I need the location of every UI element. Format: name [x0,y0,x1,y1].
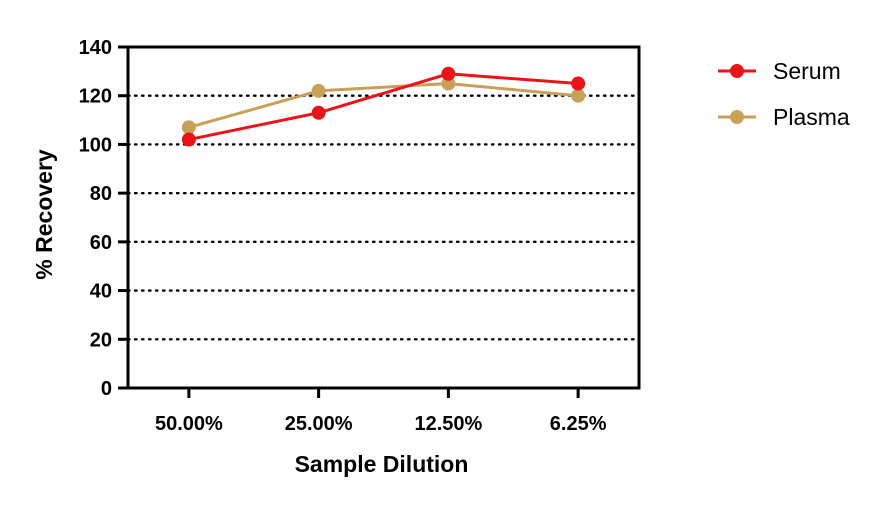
plasma-line [188,82,579,129]
legend-item-serum: Serum [718,58,841,84]
plasma-point [181,120,196,135]
x-tick-label: 6.25% [550,413,607,435]
y-tick-label: 120 [79,86,112,108]
x-tick-label: 12.50% [414,413,482,435]
plasma-point [311,83,326,98]
plasma-point [571,88,586,103]
legend-swatch-marker [730,64,744,78]
x-tick-label: 25.00% [285,413,353,435]
legend-item-plasma: Plasma [718,104,850,130]
serum-series [181,66,586,147]
y-tick-label: 20 [90,329,112,351]
y-tick-label: 40 [90,281,112,303]
serum-line [188,72,579,142]
serum-point [441,66,456,81]
serum-point [571,76,586,91]
legend-label: Plasma [773,104,850,130]
y-tick-label: 100 [79,134,112,156]
legend-swatch-marker [730,110,744,124]
plasma-series [181,76,586,135]
x-axis: 50.00% 25.00% 12.50% 6.25% [155,388,607,435]
plot-frame [126,45,641,390]
gridlines [126,94,641,341]
data-series [181,66,586,147]
legend: Serum Plasma [718,58,850,130]
x-tick-label: 50.00% [155,413,223,435]
y-tick-label: 60 [90,232,112,254]
y-axis: 0 20 40 60 80 100 120 140 [79,37,128,400]
plasma-point [441,76,456,91]
y-axis-title: % Recovery [31,149,57,280]
legend-label: Serum [773,58,841,84]
serum-point [181,132,196,147]
y-tick-label: 140 [79,37,112,59]
y-tick-label: 0 [101,378,112,400]
y-tick-label: 80 [90,183,112,205]
serum-point [311,105,326,120]
x-axis-title: Sample Dilution [295,451,469,477]
